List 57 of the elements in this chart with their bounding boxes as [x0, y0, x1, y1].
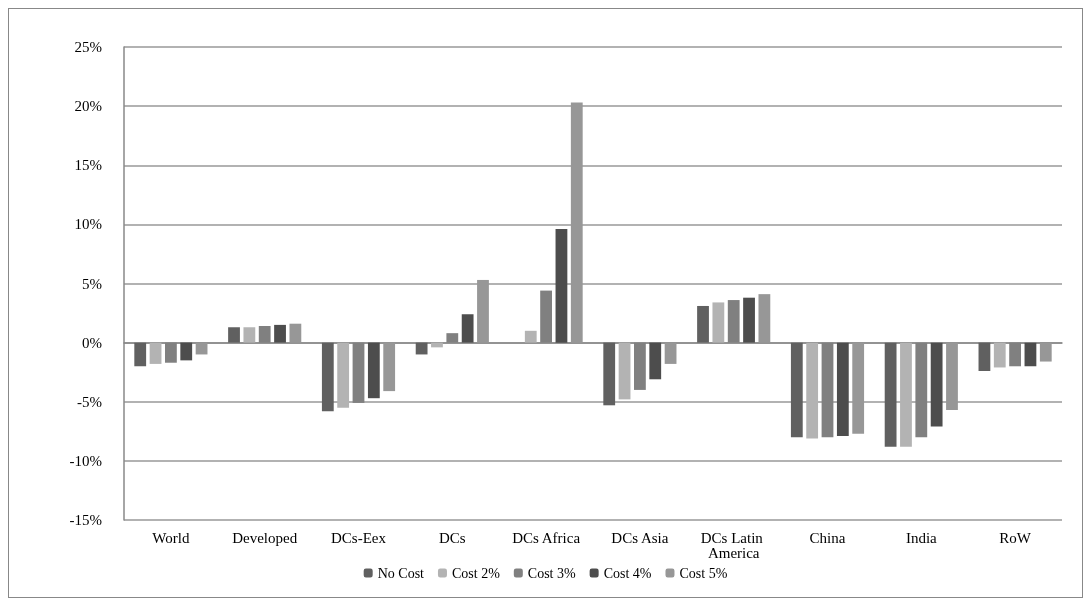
y-tick-label: 5%: [82, 275, 102, 292]
bar: [900, 342, 912, 447]
x-tick-label: DCs-Eex: [331, 529, 387, 546]
bar: [180, 342, 193, 361]
bar: [367, 342, 380, 399]
y-tick-label: 20%: [74, 98, 102, 115]
y-tick-label: 25%: [74, 39, 102, 55]
bar: [555, 229, 568, 343]
bar: [993, 342, 1006, 368]
x-tick-label: World: [152, 529, 190, 546]
bar: [134, 342, 147, 367]
bar: [978, 342, 991, 372]
x-tick-label: DCs Africa: [512, 529, 581, 546]
bar: [758, 294, 771, 343]
bar: [243, 327, 256, 343]
bar: [321, 342, 334, 412]
y-tick-label: 0%: [82, 334, 102, 351]
bar: [1039, 342, 1052, 362]
x-tick-label: India: [905, 529, 938, 546]
legend-label: Cost 4%: [603, 565, 652, 581]
bar: [461, 314, 474, 343]
legend-label: No Cost: [377, 565, 425, 581]
bar: [149, 342, 162, 364]
bar: [697, 305, 709, 343]
bar: [649, 342, 662, 380]
x-tick-label: DCs: [438, 529, 466, 546]
legend-label: Cost 3%: [527, 565, 576, 581]
x-tick-label: DCs Asia: [611, 529, 669, 546]
x-tick-label: Developed: [232, 529, 298, 546]
legend-label: Cost 2%: [451, 565, 501, 581]
bar: [274, 324, 286, 343]
y-tick-label: -5%: [77, 393, 102, 410]
bar: [337, 342, 350, 408]
bar: [524, 330, 537, 343]
y-tick-label: 15%: [74, 157, 102, 174]
bar: [743, 297, 755, 343]
bar: [618, 342, 631, 400]
bar: [712, 302, 725, 343]
x-tick-label: DCs Latin America: [700, 529, 767, 561]
y-tick-label: 10%: [74, 216, 102, 233]
x-tick-label: RoW: [999, 529, 1032, 546]
bar: [383, 342, 396, 392]
legend-label: Cost 5%: [679, 565, 728, 581]
y-tick-label: -15%: [69, 512, 102, 528]
bar: [228, 327, 240, 343]
bar: [415, 342, 428, 355]
bar: [836, 342, 849, 437]
bar: [289, 323, 302, 343]
y-tick-label: -10%: [69, 452, 102, 469]
bar: [790, 342, 803, 438]
bar: [1024, 342, 1037, 367]
bar: [806, 342, 819, 439]
bar: [603, 342, 616, 406]
bar: [664, 342, 677, 364]
bar: [930, 342, 943, 427]
x-tick-label: China: [809, 529, 846, 546]
bar: [884, 342, 897, 447]
